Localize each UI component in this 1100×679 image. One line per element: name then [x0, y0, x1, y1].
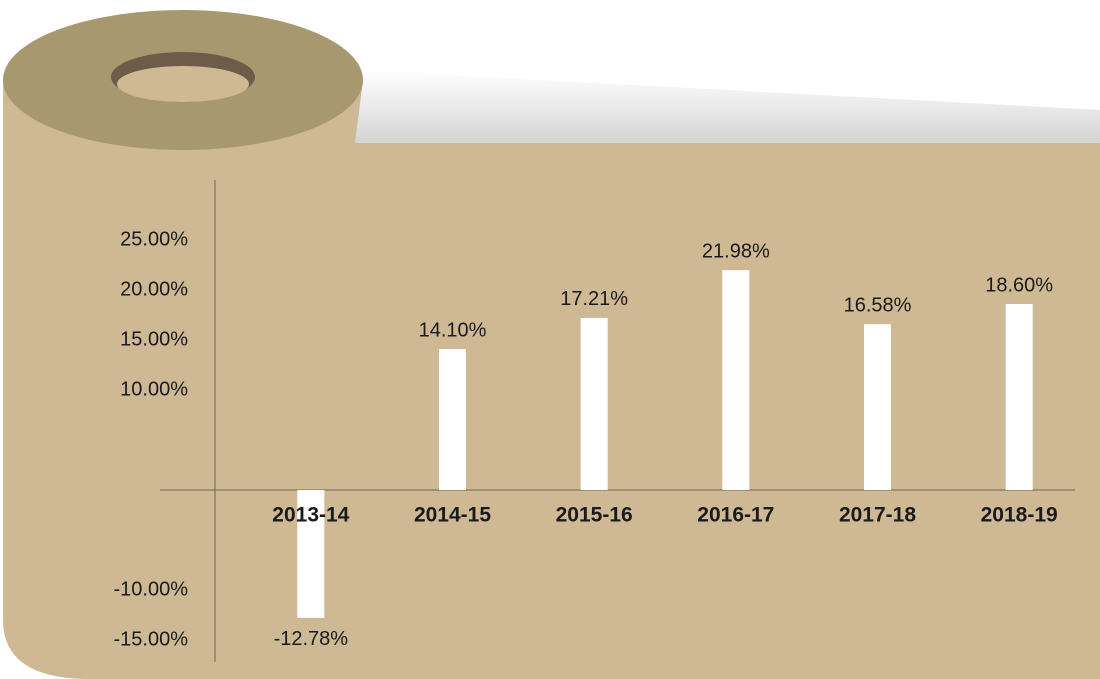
bar [580, 317, 608, 490]
paper-sheet [3, 80, 1100, 679]
x-tick-label: 2013-14 [272, 504, 349, 527]
value-label: -12.78% [274, 628, 349, 650]
bar [722, 270, 750, 490]
y-tick-label: 25.00% [120, 228, 188, 250]
paper-shadow [355, 70, 1100, 143]
value-label: 14.10% [419, 319, 487, 341]
value-label: 16.58% [844, 294, 912, 316]
bar [1005, 304, 1033, 490]
x-tick-label: 2017-18 [839, 504, 916, 527]
value-label: 17.21% [560, 288, 628, 310]
y-tick-label: 15.00% [120, 328, 188, 350]
value-label: 21.98% [702, 240, 770, 262]
x-tick-label: 2014-15 [414, 504, 491, 527]
x-tick-label: 2018-19 [981, 504, 1058, 527]
roll-core [117, 66, 249, 102]
y-tick-label: -10.00% [114, 578, 189, 600]
bar [439, 349, 466, 490]
value-label: 18.60% [985, 274, 1053, 296]
y-tick-label: -15.00% [114, 628, 189, 650]
y-tick-label: 10.00% [120, 378, 188, 400]
bar [864, 324, 891, 490]
bar [297, 490, 325, 618]
x-tick-label: 2015-16 [556, 504, 633, 527]
x-tick-label: 2016-17 [697, 504, 774, 527]
y-tick-label: 20.00% [120, 278, 188, 300]
